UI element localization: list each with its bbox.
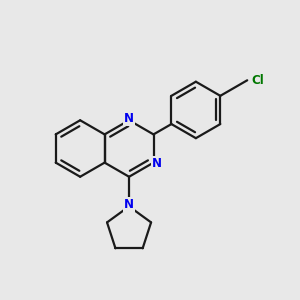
Text: Cl: Cl [251,74,264,87]
Text: N: N [124,198,134,211]
Text: N: N [124,112,134,125]
Text: N: N [152,157,161,170]
